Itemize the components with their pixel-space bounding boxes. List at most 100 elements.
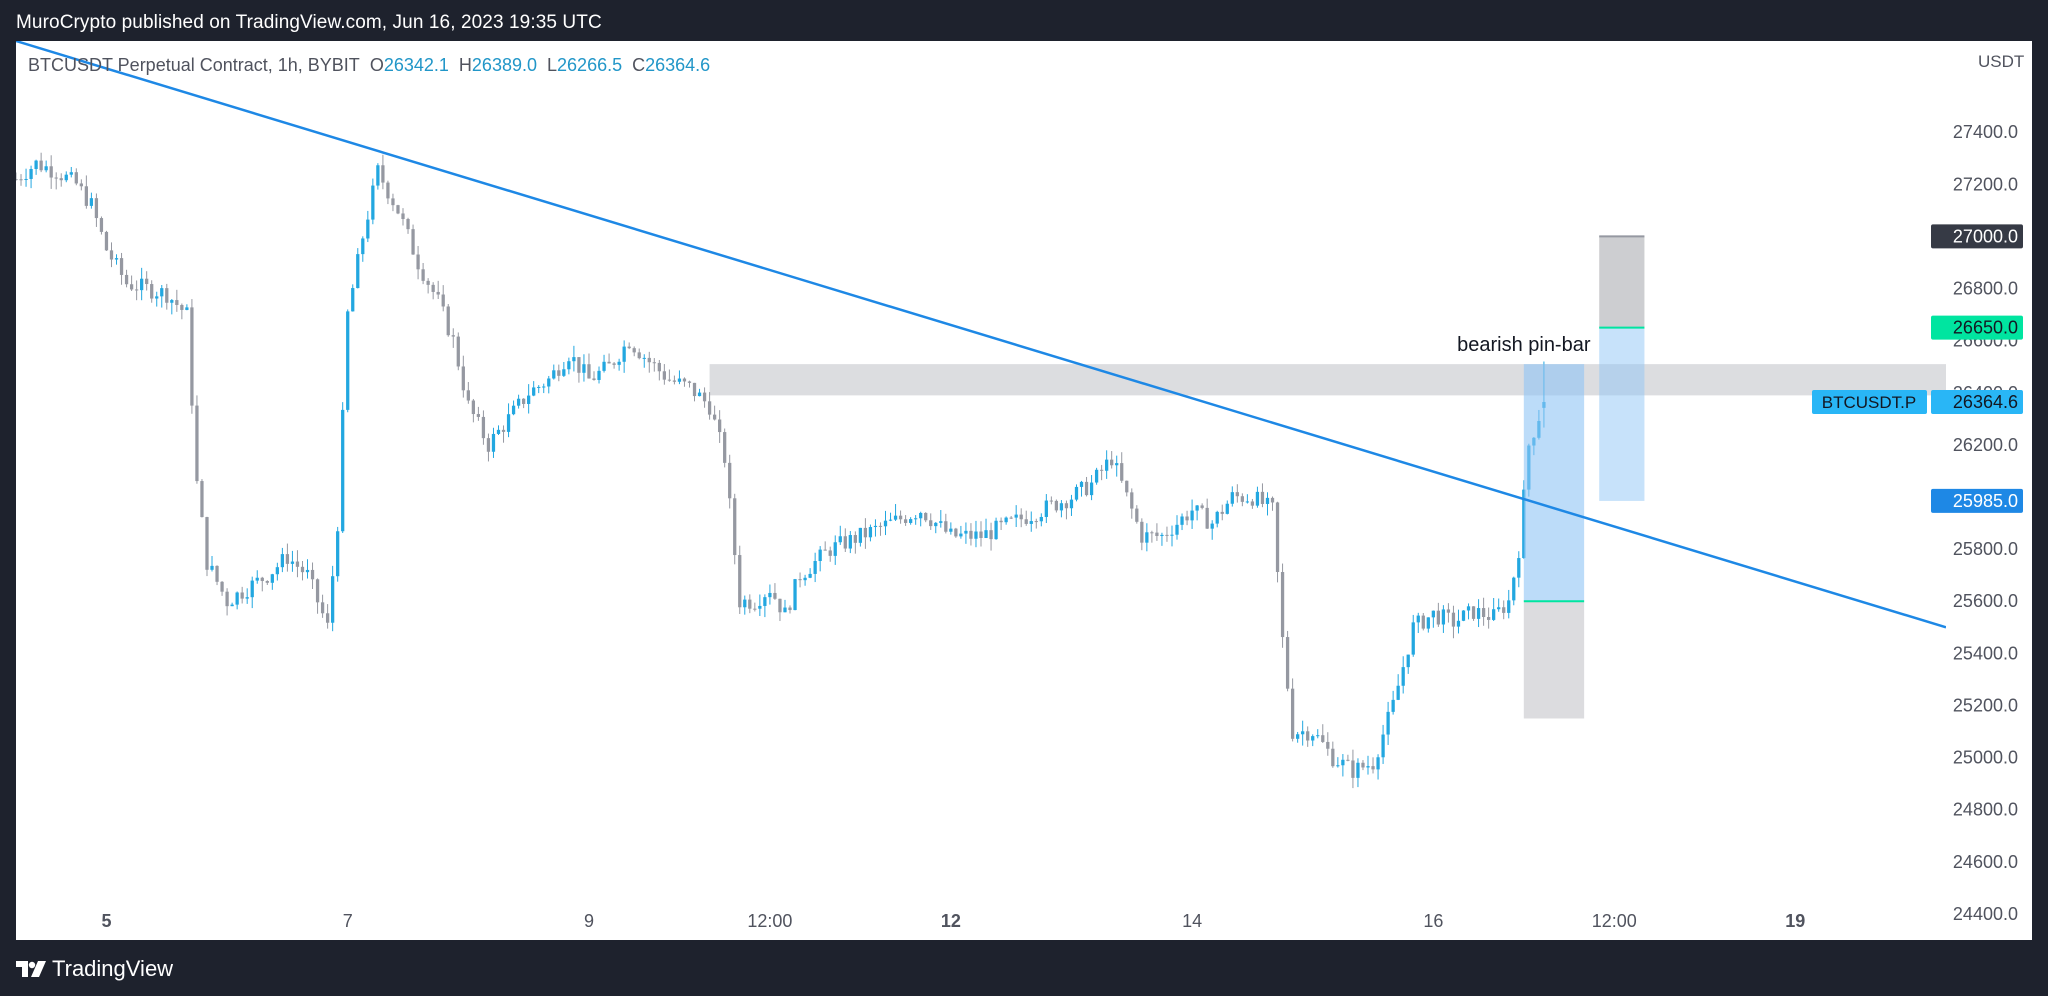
candle-body: [481, 416, 486, 439]
price-axis: USDT 24400.0 24600.0 24800.0 25000.0 25200.0 2…: [1812, 41, 2032, 940]
candle-body: [652, 362, 656, 364]
candle-body: [1361, 762, 1365, 768]
tradingview-logo[interactable]: TradingView: [16, 956, 173, 982]
candle-body: [1165, 534, 1169, 536]
candle-body: [391, 198, 395, 206]
candle-body: [557, 370, 561, 376]
candle-body: [129, 284, 134, 290]
candle-body: [34, 160, 38, 170]
candle-body: [366, 219, 370, 239]
candle-body: [602, 361, 606, 371]
candle-body: [200, 481, 204, 518]
candle-body: [627, 346, 631, 349]
candle-body: [1185, 516, 1189, 521]
candle-body: [1341, 759, 1345, 766]
symbol-tag: BTCUSDT.P: [1822, 393, 1916, 412]
candle-body: [1084, 481, 1089, 496]
candle-body: [446, 306, 450, 336]
candle-body: [1029, 521, 1033, 524]
candle-body: [783, 607, 787, 613]
y-tick-label: 25800.0: [1953, 539, 2018, 559]
resistance-zone: [709, 364, 1946, 396]
candle-body: [16, 179, 18, 181]
candle-body: [1245, 501, 1250, 503]
candle-body: [1054, 500, 1059, 511]
candle-body: [1321, 735, 1325, 742]
candle-body: [562, 369, 566, 376]
candle-body: [547, 378, 551, 387]
candle-body: [878, 525, 883, 527]
candle-body: [381, 165, 385, 183]
candle-body: [612, 363, 616, 365]
candle-body: [1411, 622, 1415, 655]
candle-body: [361, 238, 365, 255]
candle-body: [1049, 500, 1053, 502]
candle-body: [1240, 496, 1244, 502]
x-tick-label: 14: [1182, 911, 1202, 931]
candle-body: [1461, 610, 1466, 621]
candle-body: [195, 405, 199, 482]
currency-label: USDT: [1978, 52, 2024, 71]
candle-body: [738, 555, 742, 608]
candle-body: [793, 579, 797, 611]
candle-body: [1396, 685, 1400, 700]
candle-body: [682, 378, 687, 382]
candle-body: [305, 569, 310, 573]
y-tick-label: 27400.0: [1953, 122, 2018, 142]
candle-body: [275, 567, 279, 575]
candle-body: [1441, 609, 1446, 625]
short-profit-zone: [1599, 327, 1645, 501]
candle-body: [511, 405, 516, 415]
candle-body: [712, 414, 717, 420]
candle-body: [320, 602, 325, 614]
candle-body: [1316, 735, 1320, 737]
candle-body: [255, 577, 259, 581]
candle-body: [476, 414, 481, 417]
candle-body: [310, 569, 315, 580]
candle-body: [607, 361, 611, 364]
candle-body: [416, 254, 420, 270]
candle-body: [426, 280, 430, 285]
candle-body: [1517, 558, 1521, 578]
candle-body: [677, 378, 682, 382]
open-value: 26342.1: [383, 55, 449, 75]
candle-body: [527, 395, 531, 404]
long-profit-zone: [1523, 364, 1585, 602]
high-value: 26389.0: [471, 55, 537, 75]
chart-panel[interactable]: bearish pin-bar USDT 24400.0 24600.0 24800.0…: [16, 41, 2032, 940]
candle-body: [235, 592, 239, 605]
candle-body: [1466, 606, 1471, 611]
candle-body: [637, 352, 641, 359]
candle-body: [1270, 497, 1275, 503]
candle-body: [1311, 736, 1315, 741]
candle-body: [1190, 510, 1194, 521]
candle-body: [501, 429, 506, 432]
short-risk-zone: [1599, 236, 1645, 328]
candle-body: [451, 335, 455, 337]
candle-body: [300, 566, 305, 573]
candle-body: [934, 522, 938, 527]
y-tick-label: 25000.0: [1953, 748, 2018, 768]
candle-body: [521, 398, 526, 404]
candle-body: [567, 361, 571, 370]
y-tick-label: 25400.0: [1953, 643, 2018, 663]
candle-body: [230, 604, 234, 607]
x-tick-label: 12:00: [1592, 911, 1637, 931]
candle-body: [1074, 486, 1079, 500]
candle-body: [134, 289, 139, 291]
candle-body: [1451, 612, 1456, 627]
candle-body: [1019, 514, 1023, 520]
candle-body: [773, 592, 777, 599]
candle-body: [788, 607, 792, 611]
candle-body: [1502, 607, 1506, 613]
price-chart[interactable]: bearish pin-bar USDT 24400.0 24600.0 24800.0…: [16, 41, 2032, 940]
candle-body: [1326, 741, 1330, 749]
candle-body: [170, 300, 174, 303]
candle-body: [778, 598, 782, 613]
candle-body: [1059, 503, 1064, 511]
candle-body: [939, 521, 943, 523]
candle-body: [808, 573, 812, 578]
candle-body: [104, 231, 109, 251]
candle-body: [1401, 667, 1405, 686]
candle-body: [723, 432, 727, 463]
